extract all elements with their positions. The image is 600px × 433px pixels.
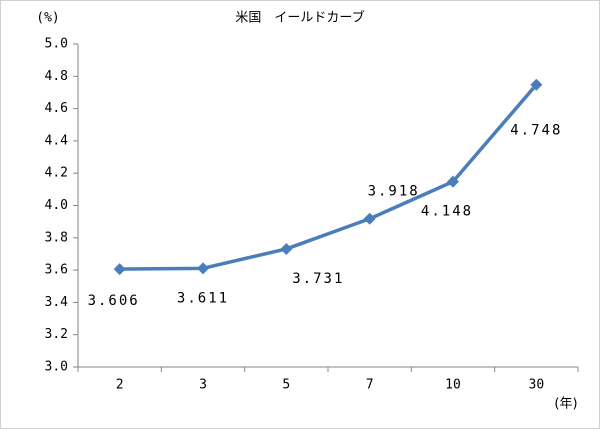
y-tick-label: 4.6: [45, 101, 68, 116]
data-label: 3.731: [292, 271, 344, 287]
y-tick-label: 4.4: [45, 133, 69, 148]
chart-title: 米国 イールドカーブ: [235, 10, 364, 26]
y-tick-label: 3.0: [45, 360, 68, 375]
x-axis-label: (年): [554, 397, 577, 412]
x-tick-label: 7: [366, 378, 374, 393]
data-label: 4.148: [421, 204, 473, 220]
y-tick-label: 5.0: [45, 37, 68, 52]
marker: [363, 212, 376, 225]
x-tick-label: 30: [529, 378, 545, 393]
x-tick-label: 2: [116, 378, 124, 393]
marker: [447, 175, 459, 188]
data-label: 4.748: [510, 123, 562, 139]
y-tick-label: 4.8: [45, 69, 68, 84]
marker: [280, 242, 293, 255]
data-label: 3.918: [368, 184, 420, 200]
x-tick-label: 3: [199, 378, 207, 393]
data-label: 3.606: [88, 293, 140, 309]
marker: [197, 262, 209, 275]
y-tick-label: 3.8: [45, 230, 68, 245]
y-tick-label: 3.4: [45, 295, 69, 310]
x-tick-label: 5: [282, 378, 290, 393]
data-label: 3.611: [177, 290, 229, 306]
line: [119, 83, 538, 271]
y-tick-label: 4.2: [45, 166, 68, 181]
y-tick-label: 3.6: [45, 263, 68, 278]
y-tick-label: 3.2: [45, 327, 68, 342]
y-tick-label: 4.0: [45, 198, 68, 213]
marker: [113, 263, 126, 276]
y-axis-label: (%): [36, 11, 59, 26]
x-tick-label: 10: [445, 378, 461, 393]
marker: [530, 78, 543, 91]
